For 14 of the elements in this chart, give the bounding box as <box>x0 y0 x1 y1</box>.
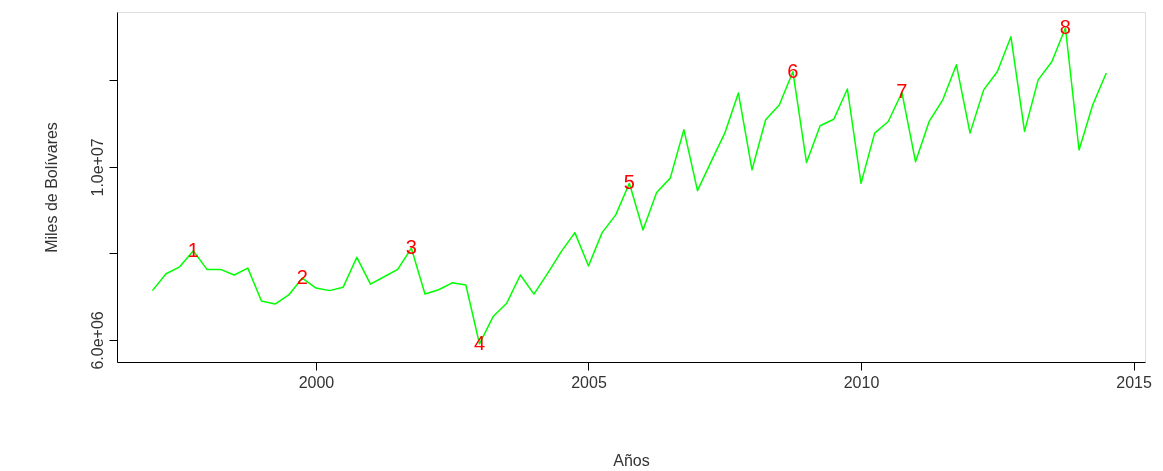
annotation: 8 <box>1059 16 1071 39</box>
annotation: 4 <box>473 331 486 354</box>
x-tick-label: 2015 <box>1116 373 1152 391</box>
annotation: 3 <box>405 236 417 259</box>
y-tick-label: 6.0e+06 <box>88 311 106 370</box>
annotation: 5 <box>623 171 635 194</box>
x-tick-label: 2000 <box>298 373 335 391</box>
annotation: 6 <box>787 59 799 82</box>
x-tick-label: 2010 <box>843 373 880 391</box>
annotation: 7 <box>896 80 908 103</box>
y-tick-label: 1.0e+07 <box>88 138 106 197</box>
y-axis-title: Miles de Bolívares <box>42 122 60 253</box>
x-axis-title: Años <box>613 451 650 469</box>
x-tick-label: 2005 <box>571 373 607 391</box>
